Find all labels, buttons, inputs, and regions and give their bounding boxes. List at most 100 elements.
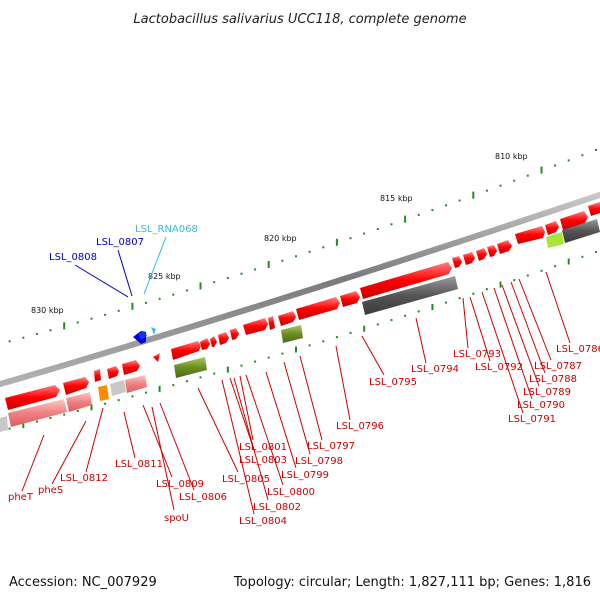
gene-feature[interactable]: [107, 366, 119, 379]
label-leader-line: [143, 236, 167, 295]
scale-tick: [485, 288, 488, 291]
scale-tick: [49, 417, 52, 420]
scale-tick: [404, 314, 407, 317]
gene-label-lsl-0808[interactable]: LSL_0808: [49, 252, 97, 263]
gene-feature[interactable]: [476, 248, 487, 261]
lime-gene-feature[interactable]: [546, 232, 564, 248]
gene-label-lsl-0803[interactable]: LSL_0803: [239, 455, 287, 466]
scale-tick: [117, 309, 120, 312]
gene-feature[interactable]: [218, 332, 229, 345]
gene-label-spou[interactable]: spoU: [164, 513, 189, 524]
gene-feature[interactable]: [153, 353, 160, 362]
gene-label-lsl-0806[interactable]: LSL_0806: [179, 492, 227, 503]
gene-label-phes[interactable]: pheS: [38, 485, 63, 496]
gene-feature[interactable]: [63, 377, 89, 395]
scale-tick: [22, 422, 25, 429]
scale-tick: [254, 360, 257, 363]
gene-feature[interactable]: [545, 221, 559, 235]
gene-feature[interactable]: [200, 338, 210, 350]
gene-feature[interactable]: [515, 226, 545, 244]
scale-tick: [445, 204, 447, 207]
gene-label-lsl-0802[interactable]: LSL_0802: [253, 502, 301, 513]
gene-feature[interactable]: [452, 256, 462, 268]
gene-feature[interactable]: [94, 369, 101, 382]
label-leader-line: [51, 420, 87, 485]
gene-label-lsl-0787[interactable]: LSL_0787: [534, 361, 582, 372]
orange-gene-feature[interactable]: [98, 385, 109, 401]
gene-label-lsl-0805[interactable]: LSL_0805: [222, 474, 270, 485]
gene-label-lsl-0798[interactable]: LSL_0798: [295, 456, 343, 467]
label-leader-line: [493, 287, 533, 400]
scale-tick: [458, 297, 461, 300]
light-gene-feature[interactable]: [125, 375, 147, 393]
scale-tick: [22, 336, 25, 339]
gene-feature[interactable]: [268, 316, 275, 330]
scale-tick: [308, 344, 311, 347]
gene-label-lsl-0807[interactable]: LSL_0807: [96, 237, 144, 248]
gene-feature[interactable]: [122, 360, 140, 375]
gene-label-lsl-0793[interactable]: LSL_0793: [453, 349, 501, 360]
grey-gene-feature[interactable]: [0, 416, 8, 432]
scale-tick: [63, 322, 66, 330]
gene-label-lsl-0804[interactable]: LSL_0804: [239, 516, 287, 527]
gene-label-phet[interactable]: pheT: [8, 492, 34, 503]
light-gene-feature[interactable]: [66, 392, 92, 412]
dark-pseudogene-feature[interactable]: [562, 219, 600, 243]
gene-feature[interactable]: [230, 328, 239, 340]
label-leaders: [21, 236, 571, 515]
gene-feature[interactable]: [360, 262, 452, 299]
gene-label-lsl-0791[interactable]: LSL_0791: [508, 414, 556, 425]
gene-label-lsl-0796[interactable]: LSL_0796: [336, 421, 384, 432]
gene-label-lsl-0788[interactable]: LSL_0788: [529, 374, 577, 385]
gene-label-lsl-0792[interactable]: LSL_0792: [475, 362, 523, 373]
scale-tick: [335, 336, 338, 339]
gene-label-lsl-0799[interactable]: LSL_0799: [281, 470, 329, 481]
label-leader-line: [123, 411, 136, 459]
gene-feature[interactable]: [5, 385, 60, 410]
dark-pseudogene-feature[interactable]: [362, 276, 458, 315]
gene-label-lsl-0801[interactable]: LSL_0801: [239, 442, 287, 453]
gene-label-lsl-0795[interactable]: LSL_0795: [369, 377, 417, 388]
scale-tick: [90, 317, 93, 320]
gene-feature[interactable]: [588, 202, 600, 216]
gene-feature[interactable]: [463, 252, 475, 265]
grey-gene-feature[interactable]: [110, 380, 126, 396]
scale-tick: [567, 159, 570, 162]
gene-feature[interactable]: [487, 245, 497, 257]
gene-label-lsl-0800[interactable]: LSL_0800: [267, 487, 315, 498]
label-leader-line: [469, 296, 491, 362]
scale-tick: [104, 402, 107, 405]
light-gene-feature[interactable]: [8, 399, 67, 427]
olive-gene-feature[interactable]: [281, 325, 303, 343]
gene-feature[interactable]: [210, 336, 217, 347]
scale-tick: [335, 238, 338, 246]
genome-backbone: [0, 191, 600, 388]
gene-feature[interactable]: [560, 211, 588, 230]
gene-feature[interactable]: [243, 318, 268, 335]
scale-tick: [267, 356, 270, 359]
gene-label-lsl-0812[interactable]: LSL_0812: [60, 473, 108, 484]
scale-tick: [131, 302, 134, 310]
gene-feature[interactable]: [296, 297, 340, 320]
scale-tick: [35, 332, 38, 335]
blue-gene-feature[interactable]: [138, 331, 147, 340]
gene-feature[interactable]: [340, 291, 360, 307]
gene-label-lsl-0794[interactable]: LSL_0794: [411, 364, 459, 375]
scale-tick: [267, 261, 270, 268]
scale-tick: [322, 246, 325, 249]
gene-feature[interactable]: [171, 341, 201, 360]
gene-label-lsl-0789[interactable]: LSL_0789: [523, 387, 571, 398]
cyan-rna-feature[interactable]: [151, 327, 156, 335]
scale-tick: [513, 279, 516, 282]
gene-label-lsl-0790[interactable]: LSL_0790: [517, 400, 565, 411]
gene-feature[interactable]: [278, 311, 296, 326]
gene-label-lsl-0811[interactable]: LSL_0811: [115, 459, 163, 470]
gene-label-lsl-0809[interactable]: LSL_0809: [156, 479, 204, 490]
olive-gene-feature[interactable]: [174, 357, 207, 378]
gene-label-lsl-0786[interactable]: LSL_0786: [556, 344, 600, 355]
gene-label-lsl-rna068[interactable]: LSL_RNA068: [135, 224, 198, 235]
gene-feature[interactable]: [497, 240, 512, 254]
gene-label-lsl-0797[interactable]: LSL_0797: [307, 441, 355, 452]
scale-label-810: 810 kbp: [495, 152, 528, 161]
